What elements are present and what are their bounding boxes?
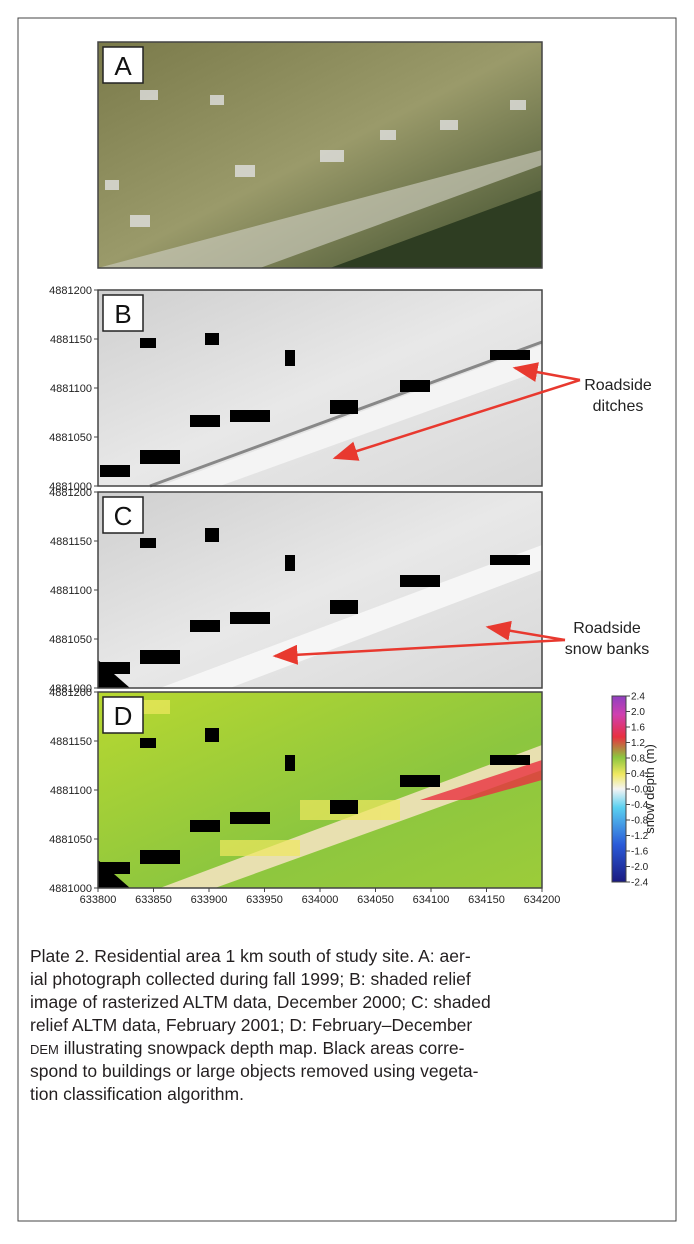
y-tick-label: 4881050 — [49, 634, 92, 646]
colorbar-tick-label: -0.0 — [631, 785, 649, 796]
x-tick-label: 633850 — [135, 894, 172, 906]
caption: Plate 2. Residential area 1 km south of … — [30, 946, 491, 1104]
y-tick-label: 4881200 — [49, 487, 92, 499]
caption-line: spond to buildings or large objects remo… — [30, 1061, 479, 1081]
colorbar-tick-label: -1.6 — [631, 847, 649, 858]
annotation: snow banks — [565, 641, 650, 658]
x-tick-label: 633950 — [246, 894, 283, 906]
caption-line: Plate 2. Residential area 1 km south of … — [30, 946, 471, 966]
y-tick-label: 4881100 — [50, 585, 92, 597]
colorbar-tick-label: -1.2 — [631, 831, 649, 842]
panel-b — [98, 290, 542, 486]
x-tick-label: 634050 — [357, 894, 394, 906]
panel-d — [98, 692, 542, 888]
annotation: Roadside — [573, 620, 641, 637]
x-tick-label: 634200 — [524, 894, 561, 906]
colorbar-tick-label: -0.8 — [631, 816, 649, 827]
y-tick-label: 4881200 — [49, 687, 92, 699]
colorbar-tick-label: 1.2 — [631, 738, 645, 749]
y-tick-label: 4881150 — [50, 536, 92, 548]
caption-text: illustrating snowpack depth map. Black a… — [59, 1038, 465, 1058]
colorbar-tick-label: 0.8 — [631, 754, 645, 765]
y-tick-label: 4881150 — [50, 736, 92, 748]
annotations: Roadside ditches Roadside snow banks — [565, 377, 652, 658]
y-tick-label: 4881200 — [49, 285, 92, 297]
panel-a — [98, 42, 542, 268]
colorbar-tick-label: 2.0 — [631, 707, 645, 718]
panel-label: D — [114, 701, 133, 731]
x-tick-label: 633800 — [80, 894, 117, 906]
colorbar — [612, 696, 626, 882]
caption-line: tion classification algorithm. — [30, 1084, 244, 1104]
caption-abbrev: DEM — [30, 1042, 59, 1057]
x-tick-label: 633900 — [191, 894, 228, 906]
y-tick-label: 4881150 — [50, 334, 92, 346]
panel-label: B — [114, 299, 131, 329]
colorbar-tick-label: -2.0 — [631, 862, 649, 873]
y-tick-label: 4881050 — [49, 432, 92, 444]
x-tick-label: 634100 — [413, 894, 450, 906]
x-tick-label: 634000 — [302, 894, 339, 906]
panel-c — [98, 492, 542, 688]
colorbar-tick-label: 2.4 — [631, 692, 645, 703]
caption-line: ial photograph collected during fall 199… — [30, 969, 471, 989]
caption-line: image of rasterized ALTM data, December … — [30, 992, 491, 1012]
colorbar-tick-label: 0.4 — [631, 769, 645, 780]
y-tick-label: 4881100 — [50, 383, 92, 395]
colorbar-tick-label: -0.4 — [631, 800, 649, 811]
x-tick-label: 634150 — [468, 894, 505, 906]
annotation: ditches — [593, 398, 644, 415]
y-tick-label: 4881050 — [49, 834, 92, 846]
caption-line: relief ALTM data, February 2001; D: Febr… — [30, 1015, 472, 1035]
panel-label: C — [114, 501, 133, 531]
caption-line: DEM illustrating snowpack depth map. Bla… — [30, 1038, 465, 1058]
figure: Roadside ditches Roadside snow banks sno… — [0, 0, 694, 1239]
panel-label: A — [114, 51, 132, 81]
colorbar-tick-label: -2.4 — [631, 878, 649, 889]
y-tick-label: 4881100 — [50, 785, 92, 797]
annotation: Roadside — [584, 377, 652, 394]
colorbar-tick-label: 1.6 — [631, 723, 645, 734]
